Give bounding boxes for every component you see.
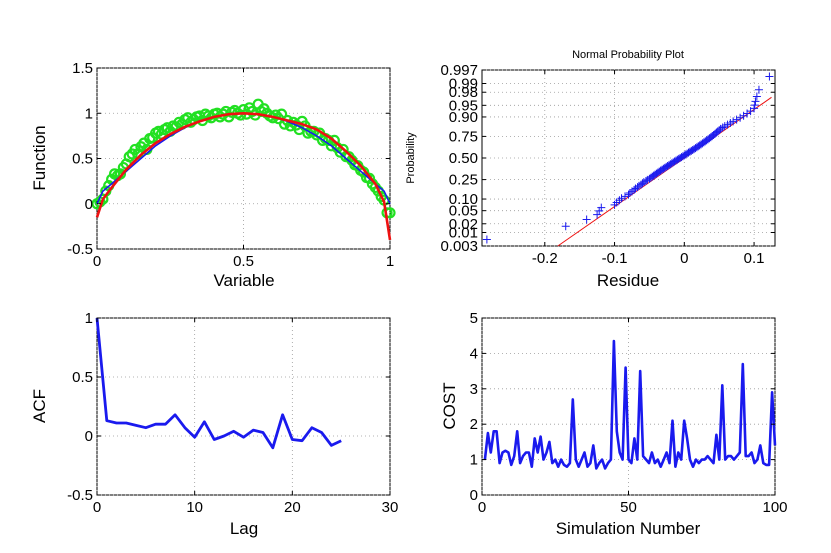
x-tick-label: 10 — [186, 499, 203, 516]
y-tick-label: 0.10 — [449, 191, 478, 208]
data-point-plus — [561, 222, 570, 231]
data-point-plus — [621, 192, 630, 201]
y-tick-label: 1 — [85, 105, 93, 122]
data-point-plus — [754, 85, 763, 94]
y-tick-label: 0.98 — [449, 84, 478, 101]
data-point-plus — [718, 123, 727, 132]
y-tick-label: 0.5 — [72, 151, 93, 168]
y-tick-label: 0.99 — [449, 75, 478, 92]
y-tick-label: 1 — [470, 452, 478, 469]
x-tick-label: 30 — [382, 499, 399, 516]
data-point-plus — [750, 101, 759, 110]
x-tick-label: 0.5 — [233, 253, 254, 270]
series-line-fitted — [95, 111, 392, 241]
data-point-plus — [765, 72, 774, 81]
data-point-plus — [582, 215, 591, 224]
chart-title: Normal Probability Plot — [572, 49, 684, 61]
data-point-plus — [624, 190, 633, 199]
data-point-plus — [597, 203, 606, 212]
y-tick-label: -0.5 — [67, 487, 93, 504]
data-point-observed — [325, 140, 337, 152]
data-point-plus — [716, 124, 725, 133]
y-tick-label: -0.5 — [67, 241, 93, 258]
data-point-plus — [482, 235, 491, 244]
y-tick-label: 0.02 — [449, 216, 478, 233]
panel-function-plot: 0 0.5 1-0.500.511.5 Variable Function — [30, 60, 396, 290]
series-line-cost — [483, 339, 777, 470]
panel-cost-plot: 0 50 100 0 1 2 3 4 5 Simulation Number COST — [440, 310, 788, 538]
x-tick-label: 0 — [93, 499, 101, 516]
y-axis-label: Function — [30, 125, 49, 190]
data-point-plus — [750, 104, 759, 113]
data-point-plus — [615, 196, 624, 205]
data-point-observed — [363, 172, 376, 185]
y-tick-label: 0 — [85, 196, 93, 213]
y-tick-label: 0.003 — [440, 238, 478, 255]
data-point-plus — [729, 117, 738, 126]
series-line-acf — [95, 317, 342, 450]
data-point-observed — [152, 125, 165, 137]
data-point-plus — [736, 113, 745, 122]
x-tick-label: 50 — [620, 499, 637, 516]
y-axis-label: ACF — [30, 389, 49, 423]
y-tick-label: 0 — [85, 428, 93, 445]
y-tick-label: 0.75 — [449, 128, 478, 145]
x-tick-label: -0.2 — [532, 250, 558, 267]
x-axis-label: Variable — [213, 271, 274, 290]
y-axis-label: Probability — [405, 132, 417, 184]
data-point-plus — [625, 188, 634, 197]
x-tick-label: 0 — [680, 250, 688, 267]
data-point-plus — [751, 97, 760, 106]
y-tick-label: 1.5 — [72, 60, 93, 77]
y-tick-label: 0.01 — [449, 225, 478, 242]
x-tick-label: 1 — [386, 253, 394, 270]
panel-acf-plot: 0 10 20 30-0.500.51 Lag ACF — [30, 310, 398, 538]
x-tick-label: -0.1 — [602, 250, 628, 267]
y-tick-label: 0.95 — [449, 97, 478, 114]
y-tick-label: 0.90 — [449, 109, 478, 126]
y-tick-label: 0 — [470, 487, 478, 504]
y-tick-label: 0.5 — [72, 369, 93, 386]
y-axis-label: COST — [440, 382, 459, 429]
x-tick-label: 20 — [284, 499, 301, 516]
y-tick-label: 3 — [470, 381, 478, 398]
data-point-observed — [234, 109, 247, 121]
y-tick-label: 0.50 — [449, 150, 478, 167]
y-tick-label: 0.25 — [449, 172, 478, 189]
y-tick-label: 0.997 — [440, 62, 478, 79]
data-point-plus — [617, 194, 626, 203]
x-axis-label: Simulation Number — [556, 519, 701, 538]
data-point-plus — [732, 115, 741, 124]
plot-area — [481, 69, 776, 247]
x-tick-label: 0.1 — [744, 250, 765, 267]
x-tick-label: 100 — [762, 499, 787, 516]
data-point-plus — [752, 92, 761, 101]
x-axis-label: Residue — [597, 271, 659, 290]
x-axis-label: Lag — [230, 519, 258, 538]
x-tick-label: 0 — [93, 253, 101, 270]
y-tick-label: 2 — [470, 416, 478, 433]
data-point-plus — [593, 210, 602, 219]
data-point-plus — [595, 206, 604, 215]
plot-area — [96, 317, 391, 496]
y-tick-label: 5 — [470, 310, 478, 327]
y-tick-label: 0.05 — [449, 203, 478, 220]
y-tick-label: 1 — [85, 310, 93, 327]
y-tick-label: 4 — [470, 345, 478, 362]
x-tick-label: 0 — [478, 499, 486, 516]
